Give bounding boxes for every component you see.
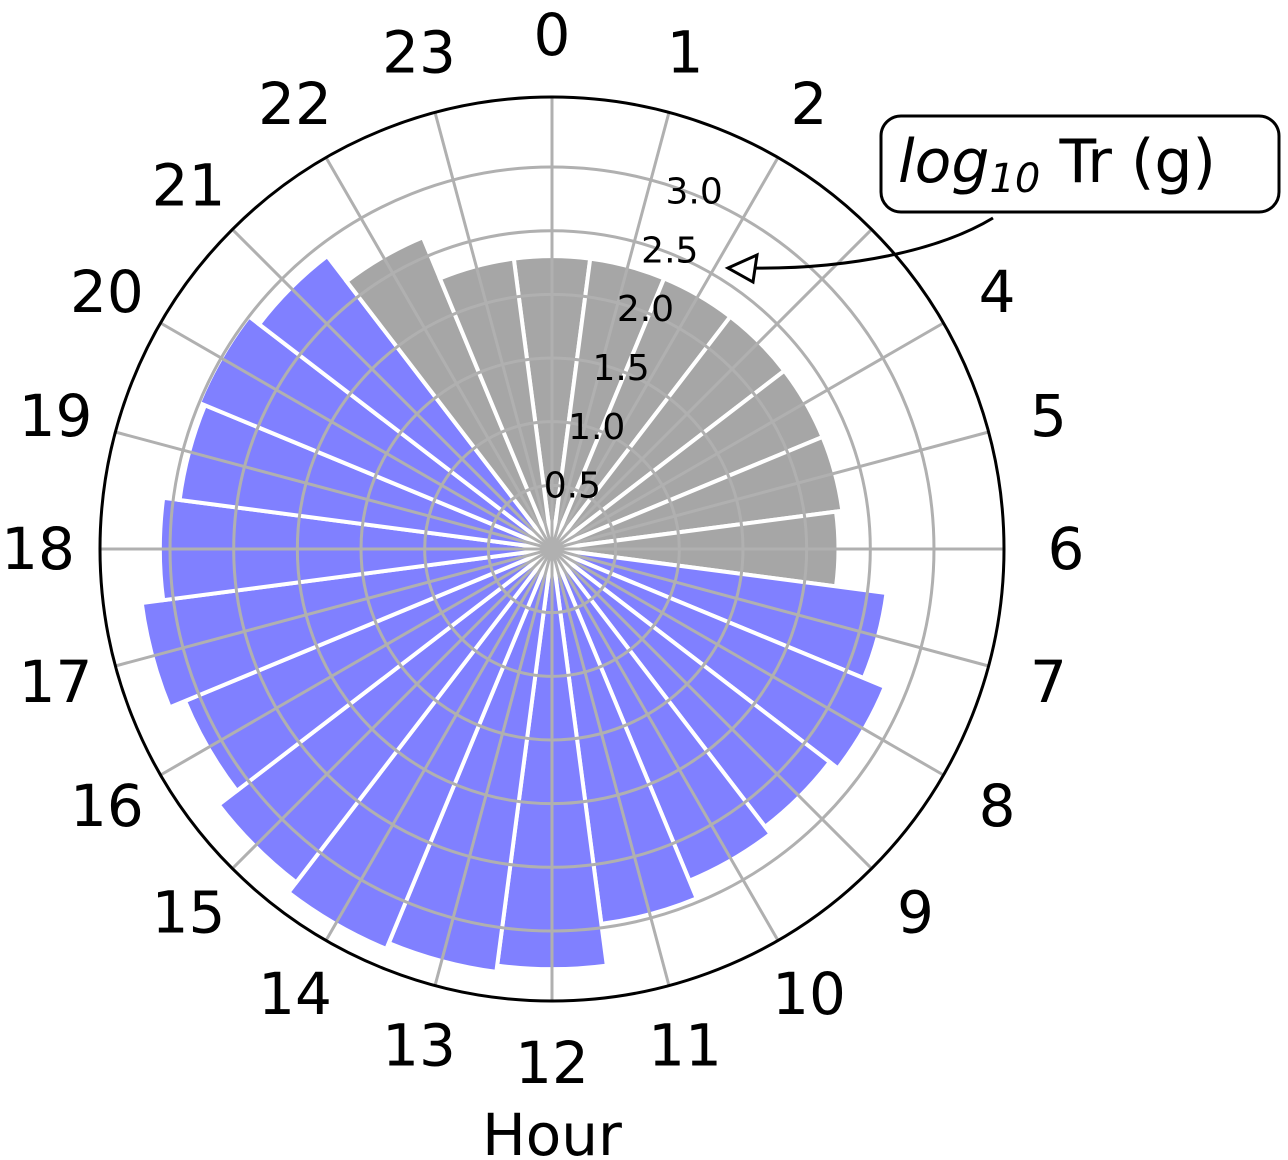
annotation-sub: 10	[989, 156, 1040, 202]
theta-tick-label-7: 7	[1030, 648, 1067, 716]
x-axis-title: Hour	[482, 1101, 622, 1160]
theta-gridline-2	[550, 156, 780, 550]
theta-tick-label-18: 18	[1, 515, 75, 583]
theta-tick-label-8: 8	[979, 772, 1016, 840]
annotation-text: log10 Tr (g)	[898, 127, 1216, 202]
theta-tick-label-19: 19	[19, 382, 93, 450]
theta-gridline-8	[551, 547, 945, 777]
theta-tick-label-16: 16	[70, 772, 144, 840]
theta-tick-label-12: 12	[515, 1029, 589, 1097]
theta-tick-label-21: 21	[152, 152, 226, 220]
annotation-arrow	[744, 216, 994, 270]
theta-tick-label-2: 2	[791, 70, 828, 138]
r-tick-labels: 0.5 1.0 1.5 2.0 2.5 3.0	[544, 172, 723, 507]
theta-tick-label-13: 13	[382, 1011, 456, 1079]
theta-gridline-15	[231, 547, 554, 870]
theta-tick-labels: 01234567891011121314151617181920212223	[1, 1, 1084, 1097]
theta-gridline-21	[231, 228, 554, 551]
bars-group	[139, 234, 889, 975]
theta-tick-label-15: 15	[152, 878, 226, 946]
theta-tick-label-4: 4	[979, 258, 1016, 326]
theta-gridline-22	[324, 156, 554, 550]
theta-gridline-20	[159, 321, 553, 551]
theta-tick-label-14: 14	[258, 960, 332, 1028]
theta-tick-label-22: 22	[258, 70, 332, 138]
theta-gridline-7	[551, 547, 989, 668]
theta-tick-label-0: 0	[534, 1, 571, 69]
theta-tick-label-17: 17	[19, 648, 93, 716]
r-tick-label-3.0: 3.0	[666, 172, 723, 213]
theta-gridline-16	[159, 547, 553, 777]
theta-gridline-9	[550, 547, 873, 870]
theta-tick-label-6: 6	[1048, 515, 1085, 583]
polar-frame	[98, 95, 1006, 1003]
theta-tick-label-23: 23	[382, 19, 456, 87]
theta-gridline-17	[115, 547, 553, 668]
theta-gridline-3	[550, 228, 873, 551]
theta-gridline-13	[433, 548, 554, 986]
annotation-rest: Tr (g)	[1040, 127, 1216, 197]
r-tick-label-2.0: 2.0	[617, 289, 674, 330]
theta-tick-label-5: 5	[1030, 382, 1067, 450]
r-tick-label-1.0: 1.0	[568, 407, 625, 448]
annotation-arrowhead	[724, 252, 759, 285]
theta-gridline-14	[324, 548, 554, 942]
theta-tick-label-20: 20	[70, 258, 144, 326]
theta-tick-label-9: 9	[897, 878, 934, 946]
theta-gridline-4	[551, 321, 945, 551]
annotation: log10 Tr (g)	[724, 114, 1281, 285]
grid-group	[100, 97, 1004, 1001]
theta-gridline-23	[433, 112, 554, 550]
theta-tick-label-10: 10	[772, 960, 846, 1028]
theta-gridline-1	[550, 112, 671, 550]
r-tick-label-2.5: 2.5	[641, 230, 698, 271]
annotation-box	[879, 114, 1281, 214]
theta-gridline-5	[551, 430, 989, 551]
theta-tick-label-1: 1	[667, 19, 704, 87]
theta-gridline-11	[550, 548, 671, 986]
theta-gridline-10	[550, 548, 780, 942]
theta-gridline-19	[115, 430, 553, 551]
r-tick-label-1.5: 1.5	[592, 348, 649, 389]
r-tick-label-0.5: 0.5	[544, 466, 601, 507]
annotation-log: log	[898, 127, 989, 197]
theta-tick-label-11: 11	[648, 1011, 722, 1079]
